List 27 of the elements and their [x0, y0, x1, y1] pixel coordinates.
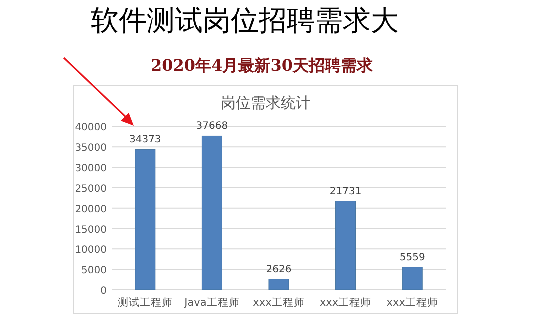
data-label: 21731 [330, 186, 362, 198]
y-tick-label: 30000 [75, 164, 107, 175]
y-tick-label: 5000 [82, 266, 107, 277]
x-tick-label: 测试工程师 [118, 296, 173, 309]
x-tick-label: xxx工程师 [253, 297, 305, 309]
y-tick-label: 10000 [75, 245, 107, 256]
y-tick-label: 25000 [75, 184, 107, 195]
bar [402, 267, 423, 290]
bar [268, 279, 290, 290]
chart-subtitle: 2020年4月最新30天招聘需求 [151, 56, 374, 75]
bar [135, 149, 156, 290]
data-label: 34373 [129, 134, 162, 146]
y-tick-label: 15000 [75, 224, 107, 236]
y-tick-label: 35000 [75, 143, 107, 154]
y-tick-label: 20000 [75, 204, 107, 216]
chart-title: 软件测试岗位招聘需求大 [91, 4, 399, 37]
data-label: 37668 [196, 121, 228, 132]
bar [202, 136, 222, 290]
data-label: 5559 [400, 252, 426, 264]
x-tick-label: Java工程师 [184, 297, 240, 309]
y-tick-label: 40000 [75, 122, 107, 134]
data-label: 2626 [266, 264, 292, 276]
text: 岗位需求统计 [221, 94, 311, 112]
y-tick-label: 0 [100, 286, 107, 297]
bar [336, 201, 356, 290]
x-tick-label: xxx工程师 [386, 297, 438, 309]
x-tick-label: xxx工程师 [320, 297, 372, 309]
